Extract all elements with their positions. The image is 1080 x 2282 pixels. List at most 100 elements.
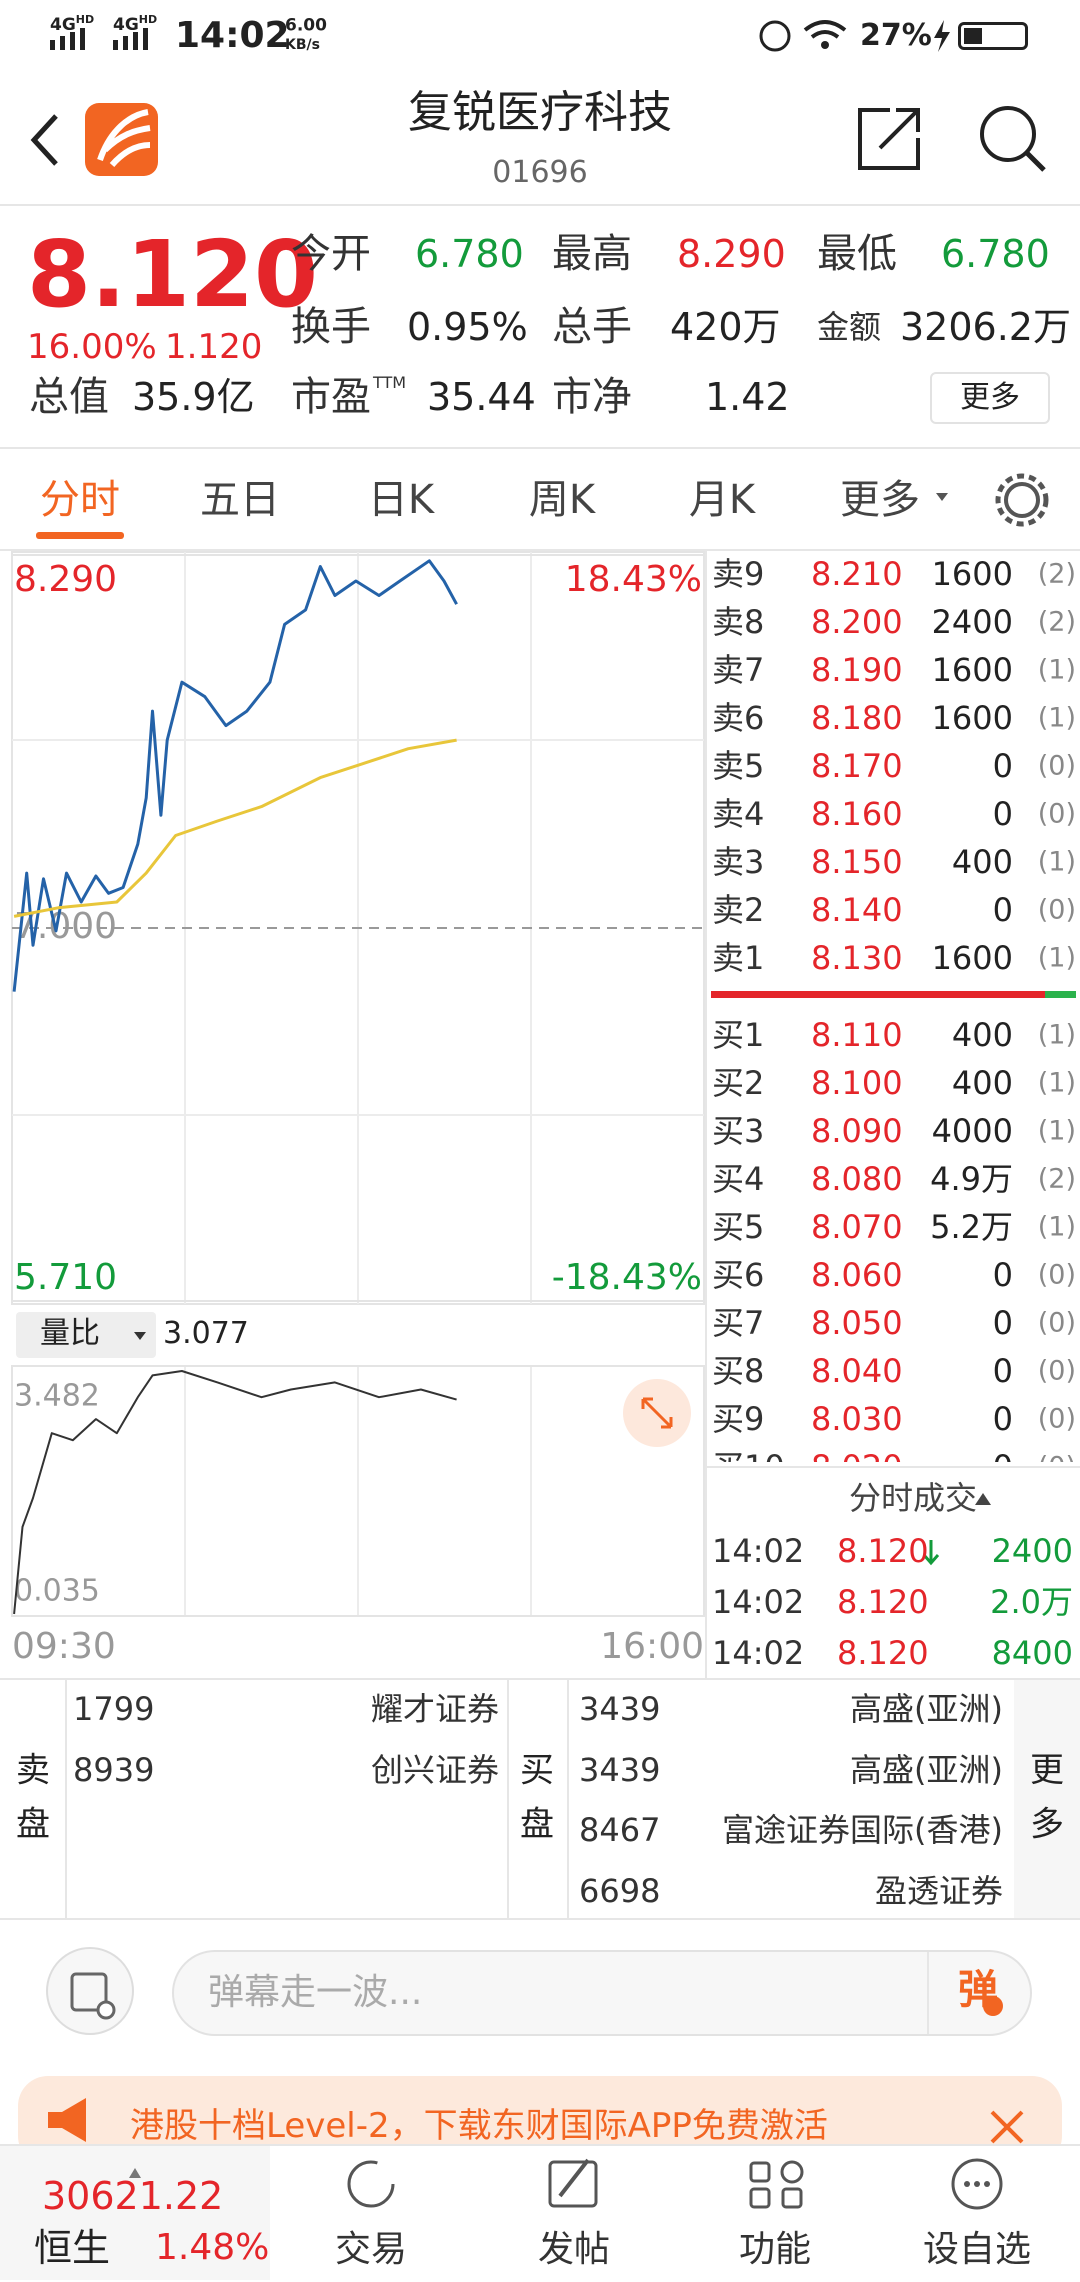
y-tick-label: 3.482 [14, 1379, 100, 1414]
book-label: 卖8 [712, 603, 765, 641]
book-volume: 0 [992, 1352, 1013, 1390]
x-tick-label: 16:00 [600, 1626, 704, 1667]
more-button[interactable] [930, 372, 1050, 424]
signal-icons [50, 28, 148, 50]
settings-icon[interactable] [1004, 482, 1040, 518]
book-price: 8.030 [811, 1400, 903, 1438]
post-icon[interactable] [558, 2158, 590, 2198]
book-price: 8.040 [811, 1352, 903, 1390]
broker-id: 8939 [73, 1750, 155, 1789]
index-change[interactable]: 1.48% [155, 2227, 270, 2268]
broker-id: 8467 [579, 1811, 661, 1849]
stat-value: 6.780 [941, 232, 1050, 276]
sort-icon[interactable] [975, 1493, 991, 1505]
y-tick-label: 8.290 [14, 559, 117, 600]
close-icon[interactable] [990, 2110, 1024, 2144]
search-icon[interactable] [980, 106, 1036, 162]
y-tick-label: 0.035 [14, 1574, 100, 1609]
book-label: 卖1 [712, 939, 765, 977]
index-value[interactable]: 30621.22 [42, 2174, 224, 2218]
broker-id: 3439 [579, 1690, 661, 1728]
book-price: 8.200 [811, 603, 903, 641]
dropdown-icon[interactable] [936, 493, 948, 501]
stat-value: 3206.2万 [900, 305, 1071, 349]
share-icon[interactable] [858, 108, 920, 170]
tab[interactable]: 五日 [200, 477, 280, 523]
book-volume: 0 [992, 1256, 1013, 1294]
nav-item[interactable]: 设自选 [922, 2229, 1032, 2270]
watch-icon[interactable] [964, 2181, 990, 2187]
settings-icon[interactable] [995, 473, 1049, 527]
back-icon[interactable] [30, 114, 58, 166]
nav-item[interactable]: 发帖 [537, 2229, 611, 2270]
book-volume: 4.9万 [930, 1160, 1013, 1198]
comment-glyph [96, 2000, 116, 2020]
wifi-icon [821, 41, 829, 49]
function-icon[interactable] [749, 2160, 804, 2209]
network-hd: HD [75, 13, 95, 27]
bid-list: 买1 8.110 400 (1) 买2 8.100 400 (1) 买3 8.090 4000 (1)… [705, 1010, 1080, 1462]
comment-icon[interactable] [46, 1947, 134, 2035]
trade-volume: 2.0万 [990, 1583, 1073, 1621]
network-type: 4G [113, 14, 139, 35]
tab[interactable]: 更多 [840, 477, 920, 523]
tab[interactable]: 日K [367, 477, 435, 523]
nav-item[interactable]: 交易 [334, 2229, 408, 2270]
stat-value: 35.9亿 [132, 375, 255, 419]
book-volume: 1600 [931, 939, 1013, 977]
book-count: (0) [1037, 798, 1076, 830]
dropdown-icon[interactable] [134, 1332, 146, 1340]
book-label: 卖4 [712, 795, 765, 833]
comment-input[interactable] [172, 1950, 1032, 2036]
book-count: (1) [1037, 1115, 1076, 1147]
bid-bar [1045, 991, 1076, 998]
indicator-selector[interactable] [16, 1312, 156, 1358]
divider [0, 549, 1080, 551]
tab[interactable]: 分时 [40, 477, 120, 523]
book-count: (1) [1037, 1019, 1076, 1051]
watch-icon[interactable] [951, 2158, 1003, 2210]
danmu-toggle[interactable]: 弹 [958, 1967, 998, 2013]
stat-value: 420万 [670, 305, 781, 349]
comment-placeholder[interactable]: 弹幕走一波... [208, 1972, 423, 2013]
book-count: (0) [1037, 1403, 1076, 1435]
book-count: (0) [1037, 750, 1076, 782]
broker-id: 3439 [579, 1750, 661, 1789]
expand-icon[interactable] [641, 1397, 673, 1429]
stock-name: 复锐医疗科技 [408, 87, 672, 138]
x-tick-label: 09:30 [12, 1626, 116, 1667]
stat-label: 市净 [552, 374, 632, 420]
trades-title[interactable]: 分时成交 [848, 1479, 978, 1517]
book-price: 8.130 [811, 939, 903, 977]
stat-value: 35.44 [427, 375, 536, 419]
trade-time: 14:02 [712, 1583, 805, 1621]
trade-volume: 8400 [991, 1634, 1073, 1672]
indicator-name[interactable]: 量比 [40, 1316, 100, 1351]
book-price: 8.160 [811, 795, 903, 833]
index-name[interactable]: 恒生 [34, 2226, 111, 2270]
book-volume: 0 [992, 891, 1013, 929]
book-label: 卖5 [712, 747, 765, 785]
book-label: 买2 [712, 1064, 765, 1102]
search-icon[interactable] [1025, 151, 1046, 172]
banner-text[interactable]: 港股十档Level-2，下载东财国际APP免费激活 [130, 2106, 828, 2146]
stat-label: 最高 [552, 231, 632, 277]
trade-icon[interactable] [347, 2160, 395, 2208]
more-button-label[interactable]: 更多 [960, 380, 1020, 415]
book-count: (0) [1038, 1454, 1076, 1463]
broker-name: 盈透证券 [874, 1871, 1003, 1910]
book-label: 卖3 [712, 843, 765, 881]
book-price: 8.020 [811, 1451, 903, 1462]
battery-level: 27% [860, 18, 932, 53]
indicator-value: 3.077 [163, 1316, 249, 1351]
divider [567, 1678, 569, 1918]
battery-icon [958, 22, 1028, 50]
tab[interactable]: 月K [688, 477, 756, 523]
post-icon[interactable] [548, 2160, 598, 2208]
brokers-more[interactable]: 更多 [1030, 1750, 1064, 1845]
nav-item[interactable]: 功能 [738, 2229, 812, 2270]
tab[interactable]: 周K [528, 477, 596, 523]
book-volume: 1600 [931, 651, 1013, 689]
